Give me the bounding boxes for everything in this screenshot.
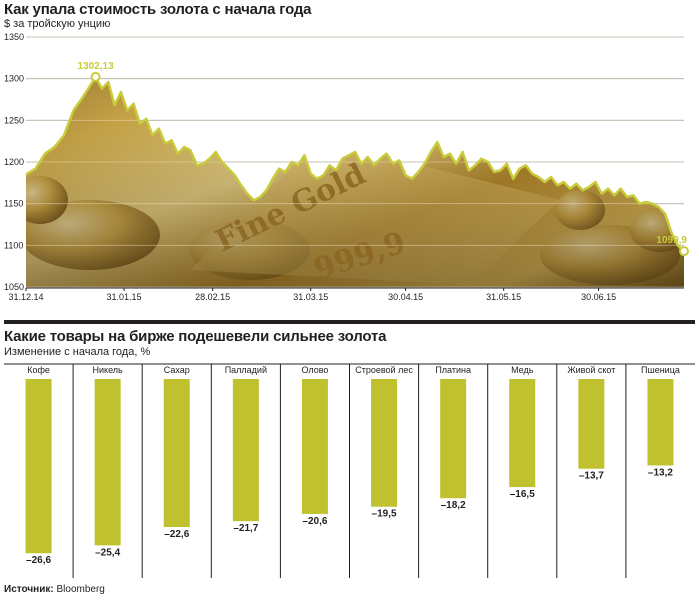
gold-chart-title: Как упала стоимость золота с начала года <box>4 1 312 18</box>
bar <box>647 379 674 466</box>
section-divider <box>4 320 695 324</box>
bar <box>163 379 190 528</box>
category-label: Кофе <box>27 365 50 375</box>
y-tick-label: 1050 <box>4 282 24 292</box>
bar-value-label: –21,7 <box>233 523 258 534</box>
annotation-marker <box>90 71 101 82</box>
bar <box>509 379 536 488</box>
commodities-title: Какие товары на бирже подешевели сильнее… <box>4 328 387 345</box>
bar-value-label: –16,5 <box>510 489 535 500</box>
x-tick-label: 31.01.15 <box>107 292 142 300</box>
gold-price-chart: Fine Gold 999,9 1050 1100 1150 1200 1250 1300… <box>4 32 689 300</box>
x-tick-label: 30.06.15 <box>581 292 616 300</box>
category-label: Живой скот <box>567 365 615 375</box>
annotation-label: 1099,9 <box>656 235 687 246</box>
y-tick-label: 1300 <box>4 74 24 84</box>
source-label: Источник: <box>4 584 54 595</box>
y-tick-label: 1250 <box>4 115 24 125</box>
gold-price-line <box>25 75 685 253</box>
source-text: Bloomberg <box>56 584 105 595</box>
category-label: Никель <box>93 365 124 375</box>
bar-value-label: –18,2 <box>441 500 466 511</box>
category-label: Палладий <box>225 365 267 375</box>
category-label: Строевой лес <box>355 365 413 375</box>
commodities-subtitle: Изменение с начала года, % <box>4 346 151 358</box>
x-tick-label: 31.05.15 <box>486 292 521 300</box>
y-tick-label: 1150 <box>4 199 23 209</box>
x-tick-label: 30.04.15 <box>388 292 423 300</box>
bar-value-label: –13,7 <box>579 471 604 482</box>
x-tick-label: 28.02.15 <box>195 292 230 300</box>
bar-value-label: –20,6 <box>302 516 327 527</box>
category-label: Пшеница <box>641 365 680 375</box>
category-label: Медь <box>511 365 534 375</box>
annotations: 1302,13 1099,9 <box>78 61 689 257</box>
category-label: Платина <box>435 365 471 375</box>
x-tick-label: 31.12.14 <box>8 292 43 300</box>
bar <box>301 379 328 514</box>
y-tick-labels: 1050 1100 1150 1200 1250 1300 1350 <box>4 32 24 292</box>
bar <box>371 379 398 507</box>
y-tick-label: 1350 <box>4 32 24 42</box>
bar <box>25 379 52 554</box>
gold-photo-fill: Fine Gold 999,9 <box>26 77 684 287</box>
category-label: Сахар <box>164 365 190 375</box>
bar-value-label: –13,2 <box>648 467 673 478</box>
y-tick-label: 1200 <box>4 157 24 167</box>
bar-value-label: –26,6 <box>26 555 51 566</box>
y-tick-label: 1100 <box>4 240 23 250</box>
bar <box>232 379 259 522</box>
bar <box>440 379 467 499</box>
annotation-label: 1302,13 <box>78 61 115 72</box>
annotation-marker <box>679 246 689 257</box>
category-label: Олово <box>301 365 328 375</box>
gridlines-over <box>26 36 684 288</box>
gold-chart-subtitle: $ за тройскую унцию <box>4 18 111 30</box>
bar <box>94 379 121 546</box>
x-tick-label: 31.03.15 <box>293 292 328 300</box>
bar-value-label: –19,5 <box>372 509 397 520</box>
bar-value-label: –25,4 <box>95 547 120 558</box>
source-note: Источник: Bloomberg <box>4 584 105 595</box>
bar-value-label: –22,6 <box>164 529 189 540</box>
bar <box>578 379 605 469</box>
x-tick-labels: 31.12.14 31.01.15 28.02.15 31.03.15 30.04.15… <box>8 287 684 300</box>
